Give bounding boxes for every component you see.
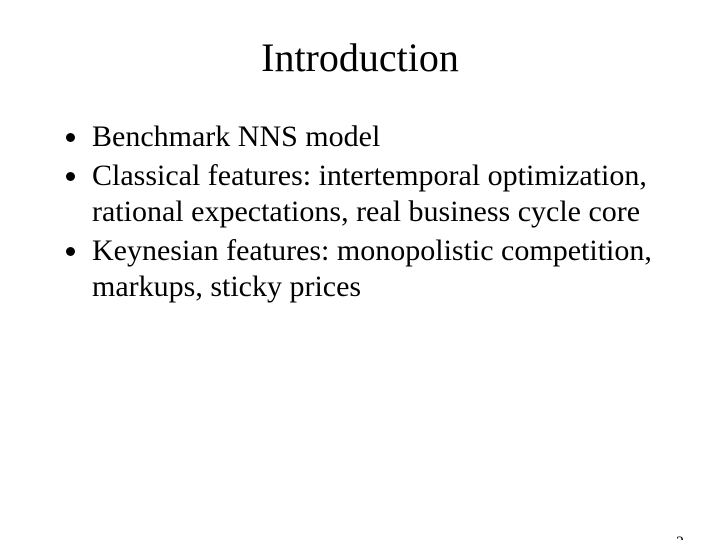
bullet-item: Classical features: intertemporal optimi… xyxy=(90,158,660,231)
slide-body: Benchmark NNS model Classical features: … xyxy=(0,119,720,306)
bullet-item: Keynesian features: monopolistic competi… xyxy=(90,233,660,306)
slide: Introduction Benchmark NNS model Classic… xyxy=(0,34,720,540)
page-number: 2 xyxy=(676,534,684,540)
slide-title: Introduction xyxy=(0,34,720,81)
bullet-item: Benchmark NNS model xyxy=(90,119,660,156)
bullet-list: Benchmark NNS model Classical features: … xyxy=(56,119,660,306)
